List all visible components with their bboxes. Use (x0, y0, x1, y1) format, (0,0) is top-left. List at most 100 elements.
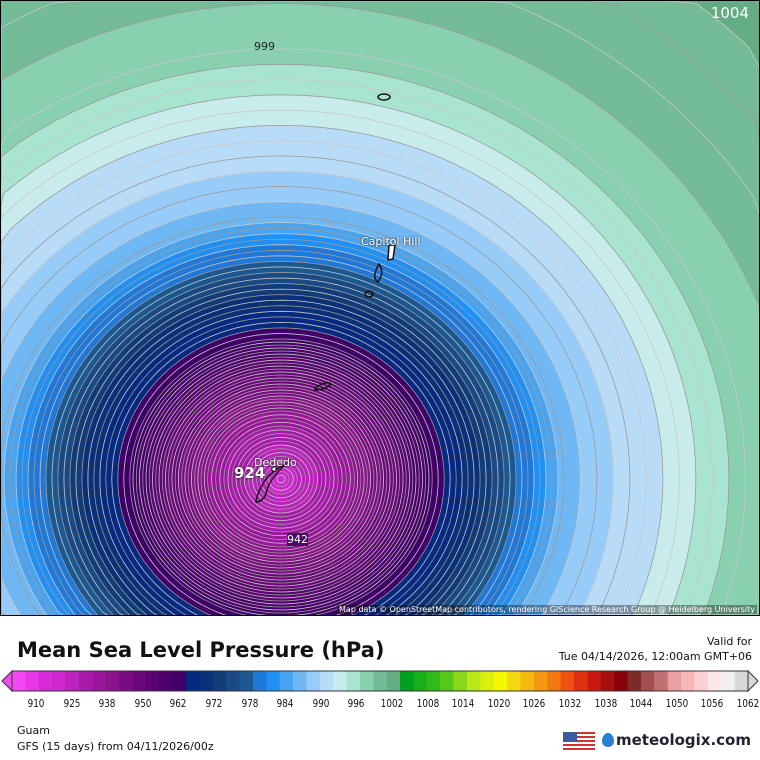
valid-label: Valid for (706, 635, 752, 648)
colorbar-swatch (426, 671, 441, 691)
colorbar-swatch (119, 671, 133, 691)
colorbar-swatch (640, 671, 655, 691)
colorbar-tick: 978 (241, 697, 258, 710)
place-label: Capitol Hill (361, 235, 421, 248)
colorbar-swatch (400, 671, 414, 691)
pressure-contours (1, 1, 759, 615)
colorbar-swatch (681, 671, 695, 691)
colorbar-swatch (92, 671, 107, 691)
colorbar-frame (11, 670, 749, 692)
colorbar-swatch (466, 671, 481, 691)
colorbar-swatch (319, 671, 334, 691)
colorbar-swatch (293, 671, 307, 691)
colorbar-max-arrow (747, 670, 759, 692)
colorbar-swatch (65, 671, 80, 691)
colorbar-swatch (212, 671, 227, 691)
colorbar-swatch (279, 671, 294, 691)
colorbar-swatch (560, 671, 575, 691)
contour-label: 942 (287, 533, 308, 546)
colorbar-swatch (25, 671, 40, 691)
colorbar-tick: 910 (27, 697, 45, 710)
colorbar-tick: 962 (169, 697, 187, 710)
colorbar-tick: 984 (276, 697, 294, 710)
colorbar-swatch (453, 671, 468, 691)
contour-label: 1004 (710, 4, 749, 22)
colorbar-swatch (493, 671, 508, 691)
island-coastline (364, 290, 374, 298)
chart-title: Mean Sea Level Pressure (hPa) (17, 638, 385, 662)
us-flag-icon[interactable] (563, 732, 595, 750)
colorbar-swatch (734, 671, 749, 691)
colorbar-tick: 1014 (451, 697, 475, 710)
colorbar-swatch (346, 671, 361, 691)
colorbar-swatch (52, 671, 67, 691)
colorbar-swatch (306, 671, 321, 691)
colorbar-swatch (386, 671, 401, 691)
brand-logo[interactable]: meteologix.com (602, 731, 751, 749)
colorbar-swatch (38, 671, 53, 691)
colorbar-swatch (105, 671, 120, 691)
low-center-label: 924 (234, 464, 266, 482)
colorbar-swatch (654, 671, 669, 691)
colorbar-tick: 1044 (629, 697, 653, 710)
colorbar-swatch (574, 671, 588, 691)
colorbar-tick: 1062 (736, 697, 760, 710)
colorbar-tick: 1032 (558, 697, 582, 710)
colorbar-tick: 1038 (594, 697, 617, 710)
location-label: Guam (17, 724, 50, 737)
colorbar-min-arrow (1, 670, 13, 692)
island-coastline (387, 244, 396, 261)
colorbar-swatch (132, 671, 147, 691)
colorbar-swatch (627, 671, 642, 691)
model-run-label: GFS (15 days) from 04/11/2026/00z (17, 740, 214, 753)
colorbar-swatch (199, 671, 214, 691)
colorbar-swatch (185, 671, 200, 691)
colorbar-swatch (721, 671, 736, 691)
place-label: Dededo (254, 456, 297, 469)
valid-time: Tue 04/14/2026, 12:00am GMT+06 (558, 650, 752, 663)
colorbar-swatch (667, 671, 682, 691)
contour-label: 999 (254, 40, 275, 53)
colorbar-swatch (440, 671, 455, 691)
colorbar-swatch (600, 671, 615, 691)
colorbar-tick: 938 (98, 697, 116, 710)
colorbar-tick: 1026 (523, 697, 546, 710)
island-coastline (374, 262, 383, 283)
island-coastline (377, 93, 391, 101)
colorbar-tick: 950 (134, 697, 152, 710)
colorbar-swatch (359, 671, 374, 691)
colorbar-swatch (533, 671, 548, 691)
guam-coastline (255, 463, 287, 503)
colorbar-swatch (12, 671, 26, 691)
coastlines (255, 93, 396, 503)
drop-icon (602, 733, 614, 747)
colorbar-swatch (587, 671, 602, 691)
colorbar-swatch (614, 671, 629, 691)
colorbar-swatch (159, 671, 174, 691)
colorbar-tick: 972 (205, 697, 223, 710)
city-marker (271, 466, 277, 472)
isobar-925 (276, 474, 286, 484)
colorbar-swatch (413, 671, 428, 691)
colorbar (1, 670, 759, 692)
colorbar-swatch (373, 671, 388, 691)
colorbar-swatch (707, 671, 722, 691)
colorbar-swatch (239, 671, 254, 691)
island-coastline (314, 381, 333, 391)
colorbar-tick: 1002 (380, 697, 404, 710)
colorbar-swatch (145, 671, 160, 691)
colorbar-tick: 996 (347, 697, 365, 710)
colorbar-swatch (78, 671, 93, 691)
colorbar-swatch (507, 671, 522, 691)
colorbar-swatch (694, 671, 709, 691)
colorbar-swatch (333, 671, 348, 691)
colorbar-swatch (547, 671, 562, 691)
colorbar-tick: 1050 (665, 697, 688, 710)
colorbar-swatch (172, 671, 187, 691)
colorbar-swatch (480, 671, 495, 691)
pressure-map[interactable]: 999 1004 942 924 Capitol Hill Dededo Map… (0, 0, 760, 616)
colorbar-tick: 990 (312, 697, 330, 710)
colorbar-swatch (266, 671, 281, 691)
colorbar-swatch (252, 671, 267, 691)
colorbar-swatch (520, 671, 535, 691)
